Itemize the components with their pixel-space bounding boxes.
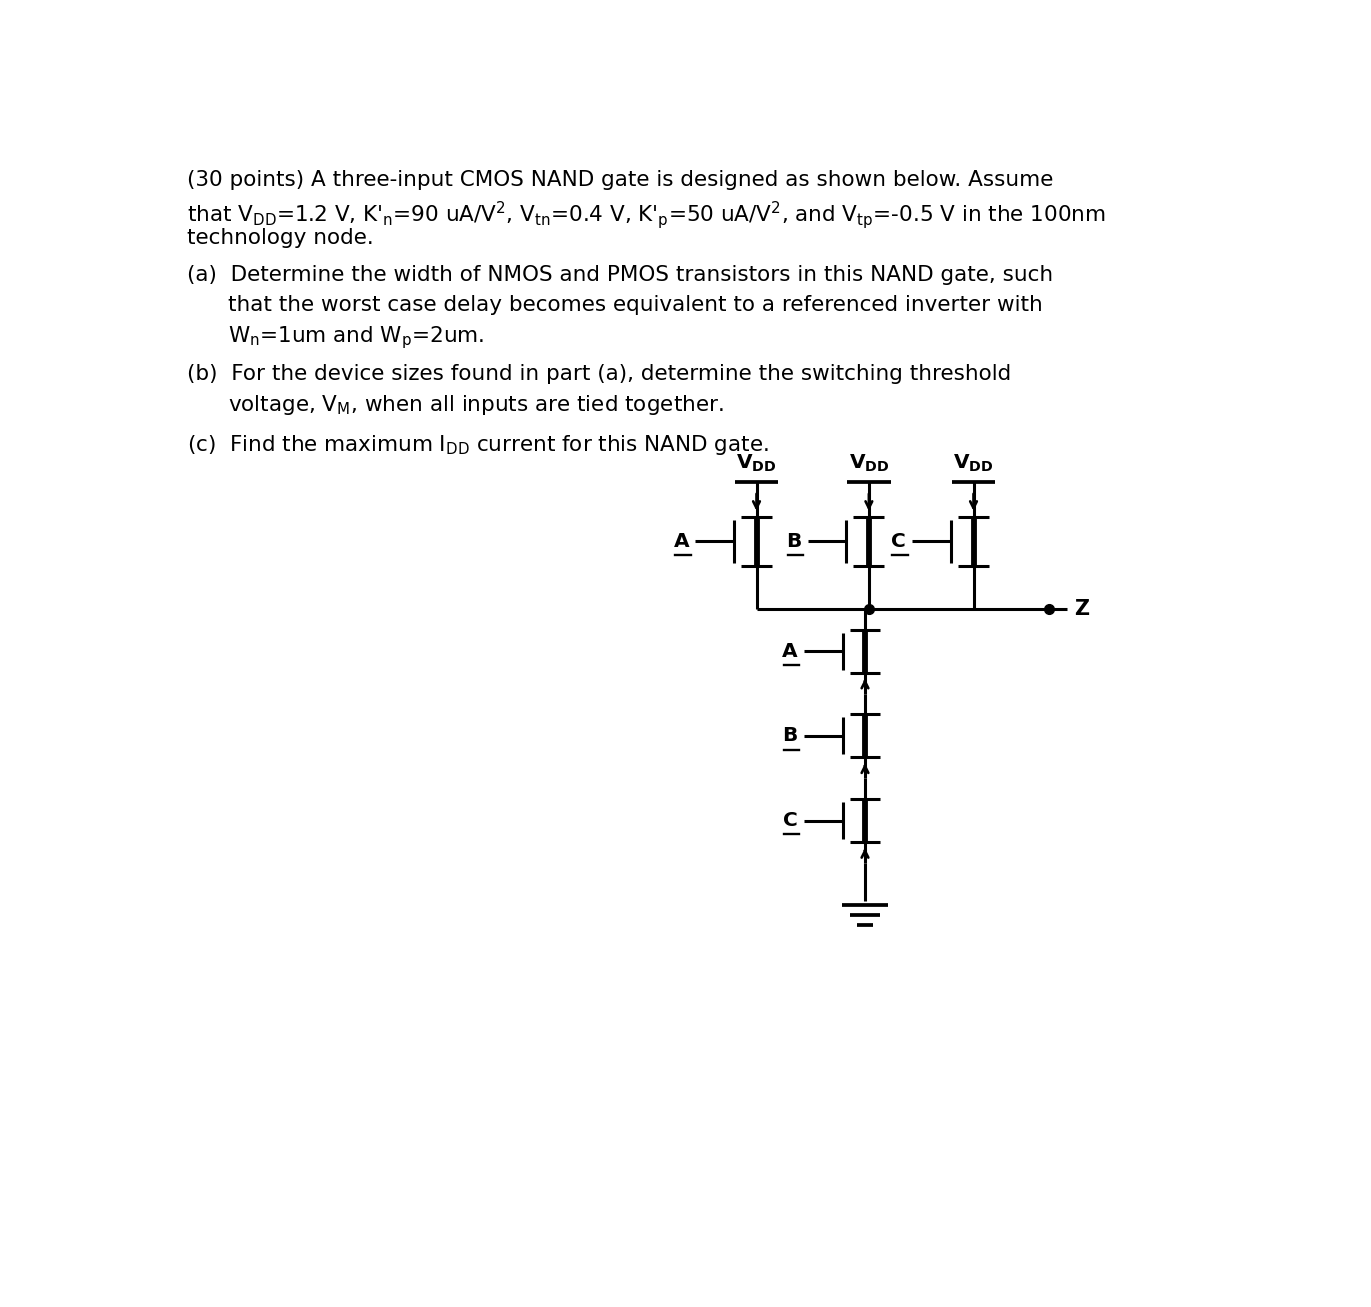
Text: B: B xyxy=(786,532,802,552)
Text: C: C xyxy=(891,532,906,552)
Text: (c)  Find the maximum I$_{\mathrm{DD}}$ current for this NAND gate.: (c) Find the maximum I$_{\mathrm{DD}}$ c… xyxy=(186,433,769,457)
Text: voltage, V$_{\mathrm{M}}$, when all inputs are tied together.: voltage, V$_{\mathrm{M}}$, when all inpu… xyxy=(228,393,724,417)
Text: W$_{\mathrm{n}}$=1um and W$_{\mathrm{p}}$=2um.: W$_{\mathrm{n}}$=1um and W$_{\mathrm{p}}… xyxy=(228,324,484,350)
Text: that the worst case delay becomes equivalent to a referenced inverter with: that the worst case delay becomes equiva… xyxy=(228,294,1043,315)
Text: A: A xyxy=(781,642,798,660)
Text: (30 points) A three-input CMOS NAND gate is designed as shown below. Assume: (30 points) A three-input CMOS NAND gate… xyxy=(186,170,1053,190)
Text: A: A xyxy=(673,532,690,552)
Text: (b)  For the device sizes found in part (a), determine the switching threshold: (b) For the device sizes found in part (… xyxy=(186,363,1012,384)
Text: C: C xyxy=(783,812,798,830)
Text: $\mathbf{V}_{\mathbf{DD}}$: $\mathbf{V}_{\mathbf{DD}}$ xyxy=(849,452,890,474)
Text: that V$_{\mathrm{DD}}$=1.2 V, K$'_{\mathrm{n}}$=90 uA/V$^{2}$, V$_{\mathrm{tn}}$: that V$_{\mathrm{DD}}$=1.2 V, K$'_{\math… xyxy=(186,199,1105,231)
Text: $\mathbf{V}_{\mathbf{DD}}$: $\mathbf{V}_{\mathbf{DD}}$ xyxy=(953,452,994,474)
Text: B: B xyxy=(783,727,798,745)
Text: $\mathbf{V}_{\mathbf{DD}}$: $\mathbf{V}_{\mathbf{DD}}$ xyxy=(736,452,777,474)
Text: Z: Z xyxy=(1075,599,1090,618)
Text: (a)  Determine the width of NMOS and PMOS transistors in this NAND gate, such: (a) Determine the width of NMOS and PMOS… xyxy=(186,265,1053,285)
Text: technology node.: technology node. xyxy=(186,229,374,248)
